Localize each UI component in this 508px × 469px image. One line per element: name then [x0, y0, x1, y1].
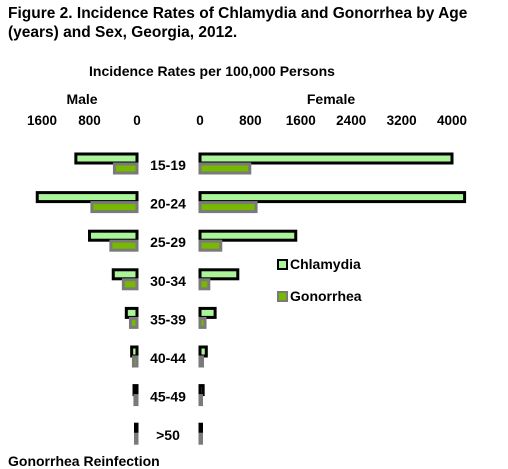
female-tick-label: 3200	[387, 113, 417, 128]
male-gonorrhea-bar	[131, 355, 139, 368]
male-panel-label: Male	[66, 91, 97, 107]
male-chlamydia-bar	[74, 152, 139, 165]
male-tick-label: 0	[133, 113, 141, 128]
age-group-label: 20-24	[150, 196, 186, 212]
female-gonorrhea-bar	[198, 355, 205, 368]
female-chlamydia-bar	[198, 345, 208, 358]
male-gonorrhea-bar	[112, 162, 139, 175]
male-gonorrhea-bar	[90, 201, 139, 214]
legend: Chlamydia Gonorrhea	[277, 256, 362, 304]
female-gonorrhea-bar	[198, 316, 207, 329]
female-tick-label: 2400	[336, 113, 366, 128]
female-chlamydia-bar	[198, 422, 203, 435]
age-group-label: 45-49	[150, 389, 186, 405]
female-axis-ticks: 0 800 1600 2400 3200 4000	[196, 113, 467, 128]
male-tick-label: 800	[78, 113, 101, 128]
male-chlamydia-bar	[124, 306, 139, 319]
female-tick-label: 1600	[286, 113, 316, 128]
legend-chlamydia-label: Chlamydia	[290, 256, 361, 272]
female-gonorrhea-bar	[198, 239, 223, 252]
age-group-labels: 15-19 20-24 25-29 30-34 35-39 40-44 45-49 >50	[150, 157, 186, 443]
footer-heading: Gonorrhea Reinfection	[8, 453, 160, 469]
legend-chlamydia-swatch	[277, 259, 288, 270]
female-chlamydia-bar	[198, 229, 298, 242]
female-gonorrhea-bar	[198, 201, 258, 214]
age-group-label: 25-29	[150, 234, 186, 250]
female-tick-label: 0	[196, 113, 204, 128]
age-group-label: 30-34	[150, 273, 186, 289]
male-chlamydia-bar	[134, 422, 139, 435]
age-group-label: 15-19	[150, 157, 186, 173]
age-group-label: 40-44	[150, 350, 186, 366]
male-chlamydia-bar	[130, 345, 139, 358]
female-panel-label: Female	[307, 91, 355, 107]
male-gonorrhea-bar	[133, 394, 139, 407]
legend-gonorrhea-label: Gonorrhea	[290, 288, 362, 304]
male-gonorrhea-bar	[109, 239, 139, 252]
figure-title: Figure 2. Incidence Rates of Chlamydia a…	[8, 5, 468, 41]
male-chlamydia-bar	[132, 384, 139, 397]
female-chlamydia-bar	[198, 268, 240, 281]
male-gonorrhea-bar	[134, 432, 139, 445]
male-chlamydia-bar	[111, 268, 139, 281]
male-gonorrhea-bar	[121, 278, 139, 291]
female-tick-label: 800	[239, 113, 262, 128]
female-gonorrhea-bar	[198, 162, 252, 175]
male-tick-label: 1600	[27, 113, 57, 128]
female-chlamydia-bar	[198, 191, 467, 204]
male-chlamydia-bar	[35, 191, 139, 204]
female-bars	[198, 152, 467, 445]
female-gonorrhea-bar	[198, 432, 203, 445]
female-gonorrhea-bar	[198, 394, 203, 407]
female-tick-label: 4000	[437, 113, 467, 128]
male-axis-ticks: 1600 800 0	[27, 113, 141, 128]
female-chlamydia-bar	[198, 306, 217, 319]
age-group-label: >50	[156, 427, 180, 443]
age-group-label: 35-39	[150, 311, 186, 327]
male-gonorrhea-bar	[128, 316, 139, 329]
female-chlamydia-bar	[198, 152, 454, 165]
female-chlamydia-bar	[198, 384, 205, 397]
female-gonorrhea-bar	[198, 278, 211, 291]
chart-title: Incidence Rates per 100,000 Persons	[89, 63, 335, 79]
male-bars	[35, 152, 139, 445]
male-chlamydia-bar	[88, 229, 139, 242]
legend-gonorrhea-swatch	[277, 291, 288, 302]
